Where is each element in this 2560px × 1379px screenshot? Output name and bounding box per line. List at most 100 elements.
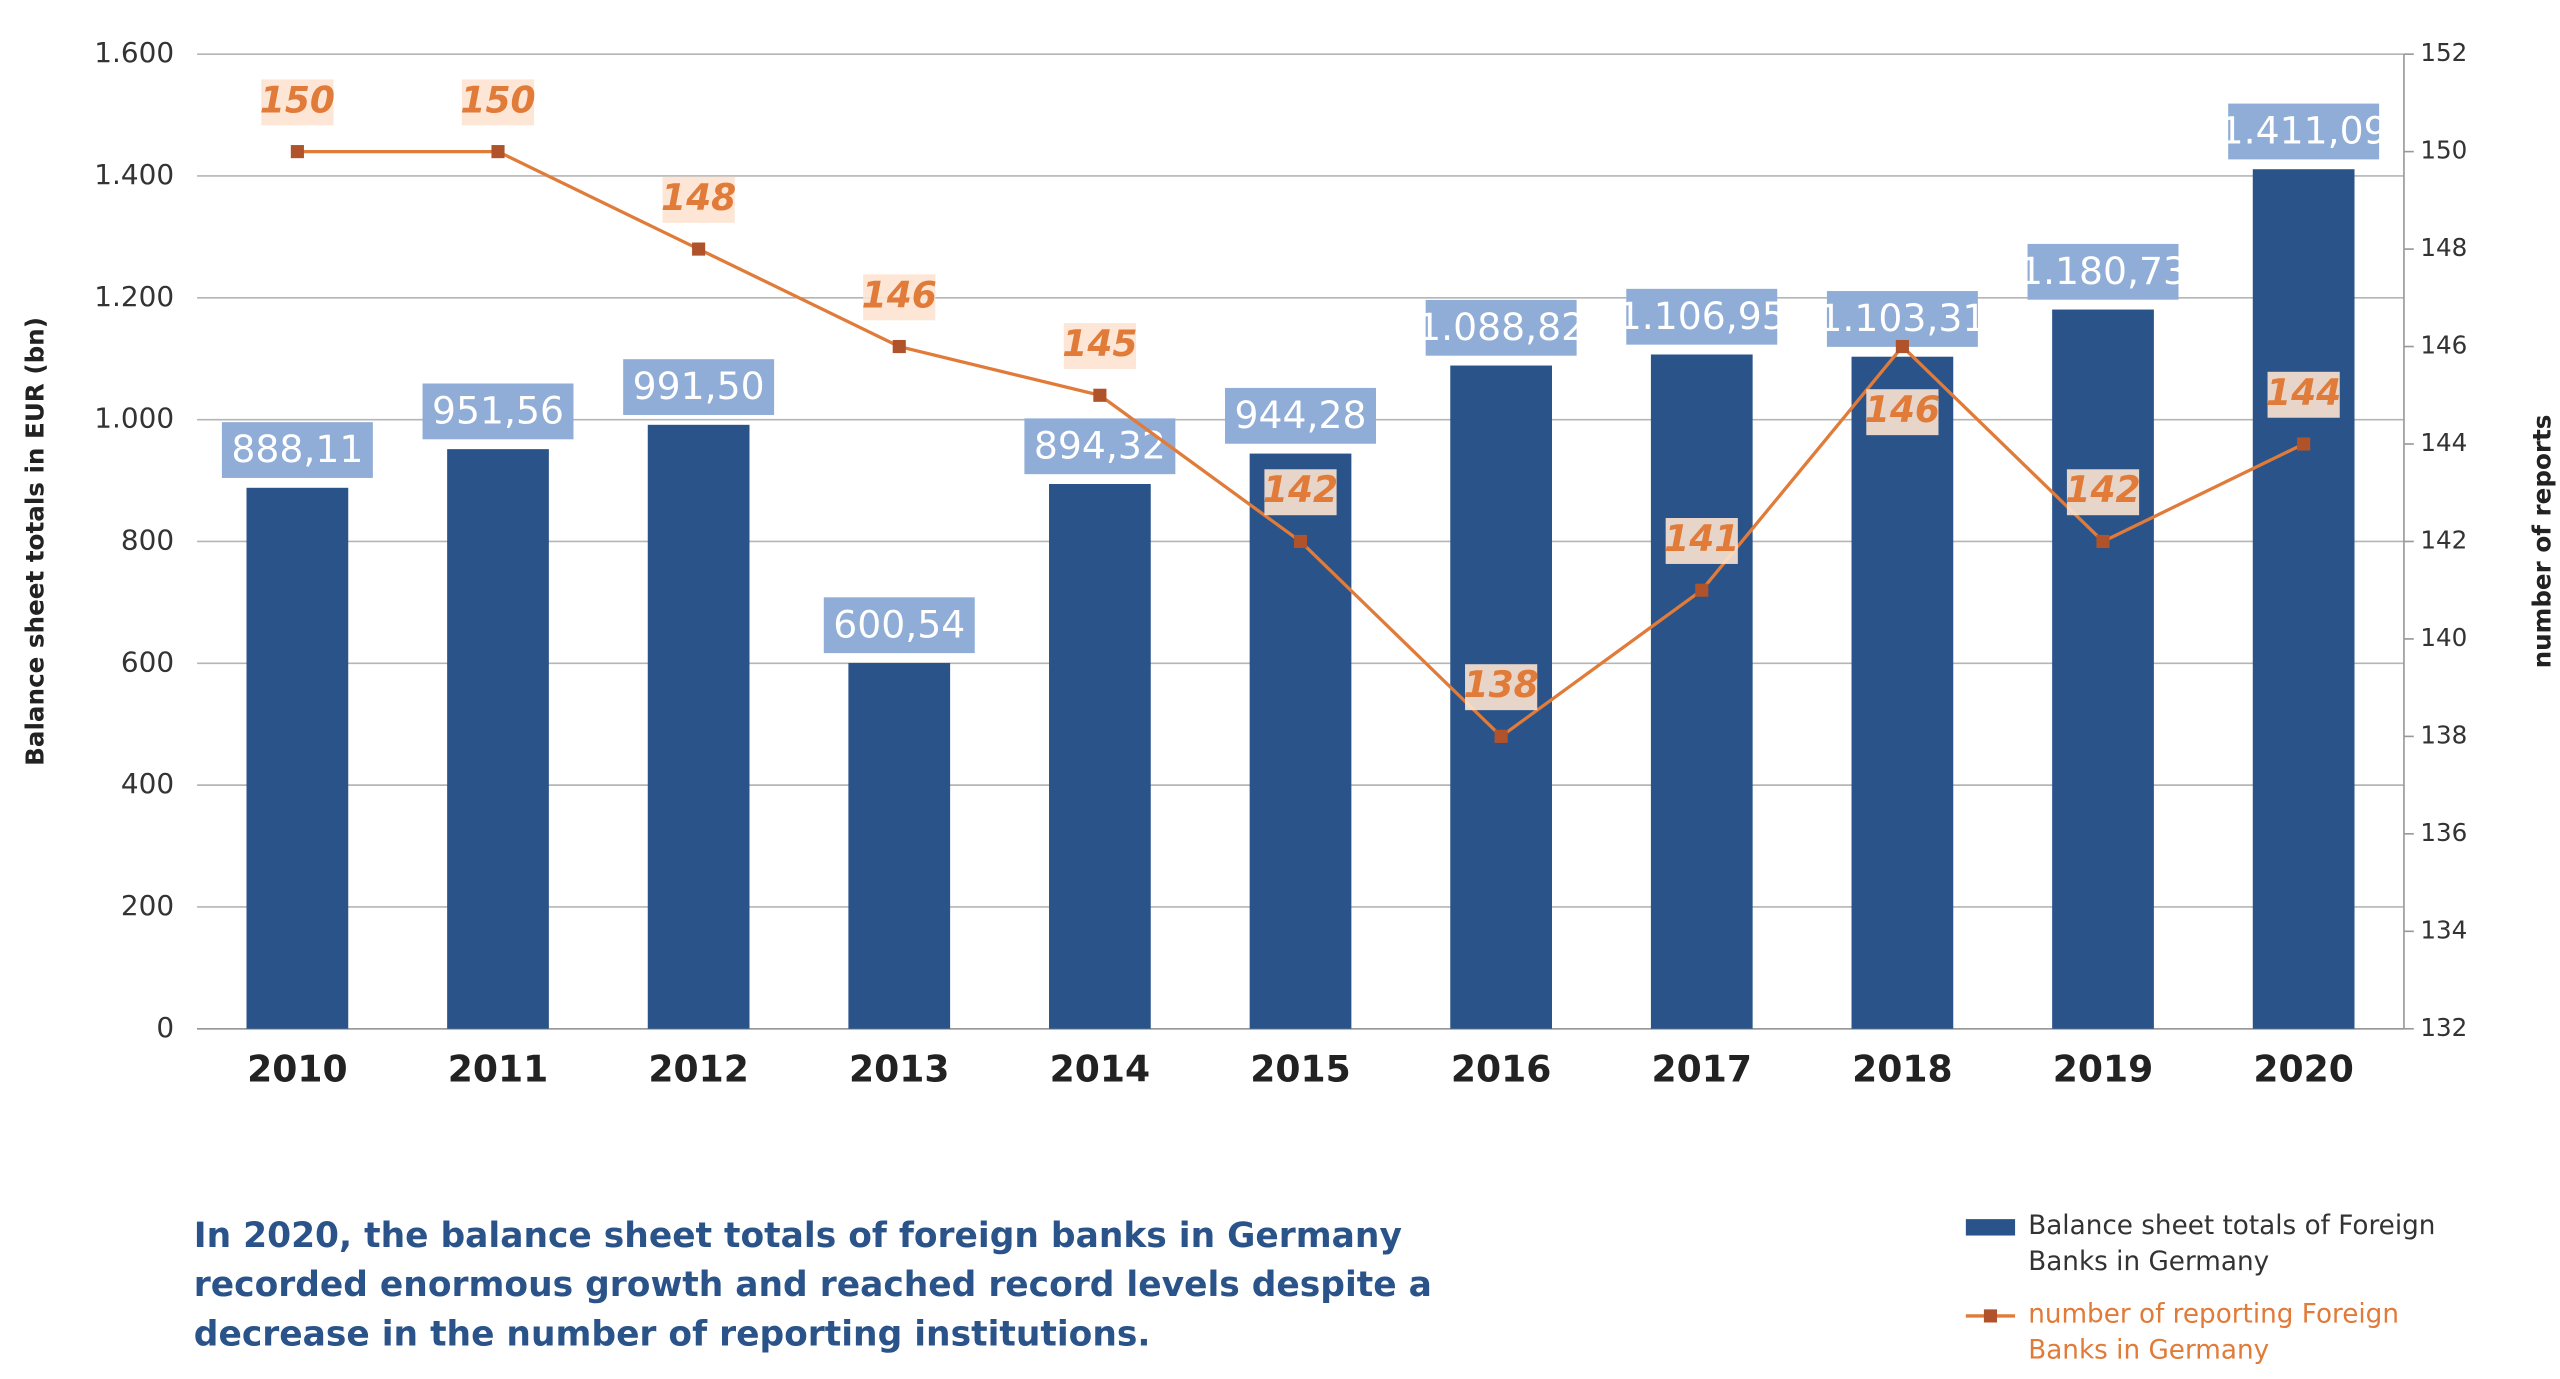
y-tick-label: 600: [121, 645, 174, 678]
line-marker: [892, 339, 906, 354]
value-label: 951,56: [432, 389, 564, 433]
value-label: 888,11: [231, 427, 363, 471]
value-label-box: [422, 383, 574, 440]
line-label-box: [261, 79, 334, 126]
line-label: 150: [260, 79, 335, 121]
y-tick-label: 1.200: [94, 280, 174, 313]
y2-tick-label: 136: [2420, 818, 2467, 847]
line-label-box: [1665, 518, 1738, 564]
line-label: 142: [2065, 469, 2140, 511]
line-marker: [692, 242, 706, 256]
y-tick-label: 800: [121, 523, 174, 556]
value-label-box: [1225, 387, 1376, 444]
line-label: 138: [1463, 664, 1538, 706]
line-label: 144: [2266, 372, 2341, 414]
y2-tick-label: 142: [2420, 525, 2467, 554]
x-tick-label: 2020: [2253, 1048, 2353, 1090]
value-label: 1.411,09: [2220, 109, 2388, 153]
line-label: 146: [1865, 389, 1940, 431]
line-marker: [1895, 339, 1909, 354]
legend-marker: [1983, 1309, 1998, 1323]
line-label-box: [461, 79, 535, 126]
line-label-box: [863, 274, 936, 321]
line-marker: [2096, 534, 2110, 549]
value-label-box: [1826, 291, 1978, 347]
x-tick-label: 2013: [849, 1048, 949, 1090]
legend-item: number of reporting Foreign Banks in Ger…: [2028, 1297, 2399, 1366]
line-label-box: [1866, 389, 1939, 436]
bar: [1249, 453, 1352, 1029]
bar: [1851, 356, 1954, 1029]
value-label-box: [1425, 299, 1577, 356]
line-marker: [2297, 437, 2311, 451]
line-marker: [1494, 729, 1508, 743]
y-tick-label: 1.400: [94, 158, 174, 191]
line-marker: [1293, 534, 1308, 549]
line-label-box: [1264, 469, 1337, 516]
value-label: 600,54: [833, 602, 965, 646]
value-label-box: [1024, 418, 1176, 475]
line-marker: [1093, 388, 1107, 402]
bar: [447, 449, 549, 1029]
value-label-box: [2228, 103, 2380, 160]
value-label: 894,32: [1034, 423, 1166, 467]
bar: [848, 662, 951, 1029]
line-marker: [290, 145, 304, 159]
value-label-box: [2027, 243, 2179, 300]
y-tick-label: 1.000: [94, 402, 174, 435]
value-label: 1.103,31: [1818, 296, 1986, 340]
line-label-box: [662, 176, 735, 223]
legend-label: Balance sheet totals of Foreign Banks in…: [2028, 1209, 2436, 1277]
bar: [647, 424, 750, 1029]
x-tick-label: 2014: [1050, 1048, 1150, 1090]
legend-label: number of reporting Foreign Banks in Ger…: [2028, 1297, 2399, 1366]
y-axis-title: Balance sheet totals in EUR (bn): [20, 317, 49, 766]
value-label: 944,28: [1235, 393, 1367, 437]
legend-swatch: [1965, 1219, 2016, 1236]
x-tick-label: 2018: [1852, 1048, 1952, 1090]
y2-tick-label: 150: [2420, 136, 2467, 165]
y-tick-label: 1.600: [94, 36, 174, 69]
value-label: 1.088,82: [1417, 305, 1585, 349]
y2-tick-label: 148: [2420, 233, 2467, 262]
line-label: 148: [661, 177, 736, 219]
line-label: 146: [862, 274, 937, 316]
legend-item: Balance sheet totals of Foreign Banks in…: [2028, 1209, 2436, 1277]
value-label: 1.180,73: [2019, 249, 2187, 293]
line-label: 145: [1062, 323, 1137, 365]
value-label-box: [623, 359, 775, 415]
line-label-box: [1063, 323, 1136, 370]
line-label-box: [2066, 469, 2140, 516]
bar: [1650, 354, 1753, 1029]
line-marker: [491, 145, 505, 159]
y2-tick-label: 138: [2420, 720, 2467, 749]
x-tick-label: 2011: [448, 1048, 548, 1090]
x-tick-label: 2012: [648, 1048, 748, 1090]
x-tick-label: 2016: [1451, 1048, 1551, 1090]
line-label: 142: [1263, 469, 1338, 511]
y2-tick-label: 144: [2420, 428, 2467, 457]
line-marker: [1695, 583, 1709, 597]
caption-box: In 2020, the balance sheet totals of for…: [193, 1215, 1432, 1354]
y2-axis-title: number of reports: [2527, 415, 2556, 669]
y2-tick-label: 152: [2420, 38, 2467, 67]
x-tick-label: 2010: [247, 1048, 347, 1090]
y2-tick-label: 146: [2420, 331, 2467, 360]
line-label: 141: [1664, 518, 1739, 560]
value-label: 991,50: [633, 364, 765, 408]
bar: [1049, 484, 1151, 1029]
line-label-box: [1465, 664, 1538, 711]
value-label: 1.106,95: [1618, 294, 1786, 338]
y-tick-label: 200: [121, 889, 174, 922]
y-tick-label: 0: [156, 1011, 174, 1044]
bar: [2252, 169, 2355, 1029]
line-label: 150: [460, 79, 535, 121]
y2-tick-label: 140: [2420, 623, 2467, 652]
value-label-box: [1626, 288, 1778, 345]
bar: [2052, 309, 2154, 1029]
x-tick-label: 2015: [1250, 1048, 1350, 1090]
caption: In 2020, the balance sheet totals of for…: [193, 1215, 1432, 1354]
x-tick-label: 2017: [1652, 1048, 1752, 1090]
x-tick-label: 2019: [2053, 1048, 2153, 1090]
